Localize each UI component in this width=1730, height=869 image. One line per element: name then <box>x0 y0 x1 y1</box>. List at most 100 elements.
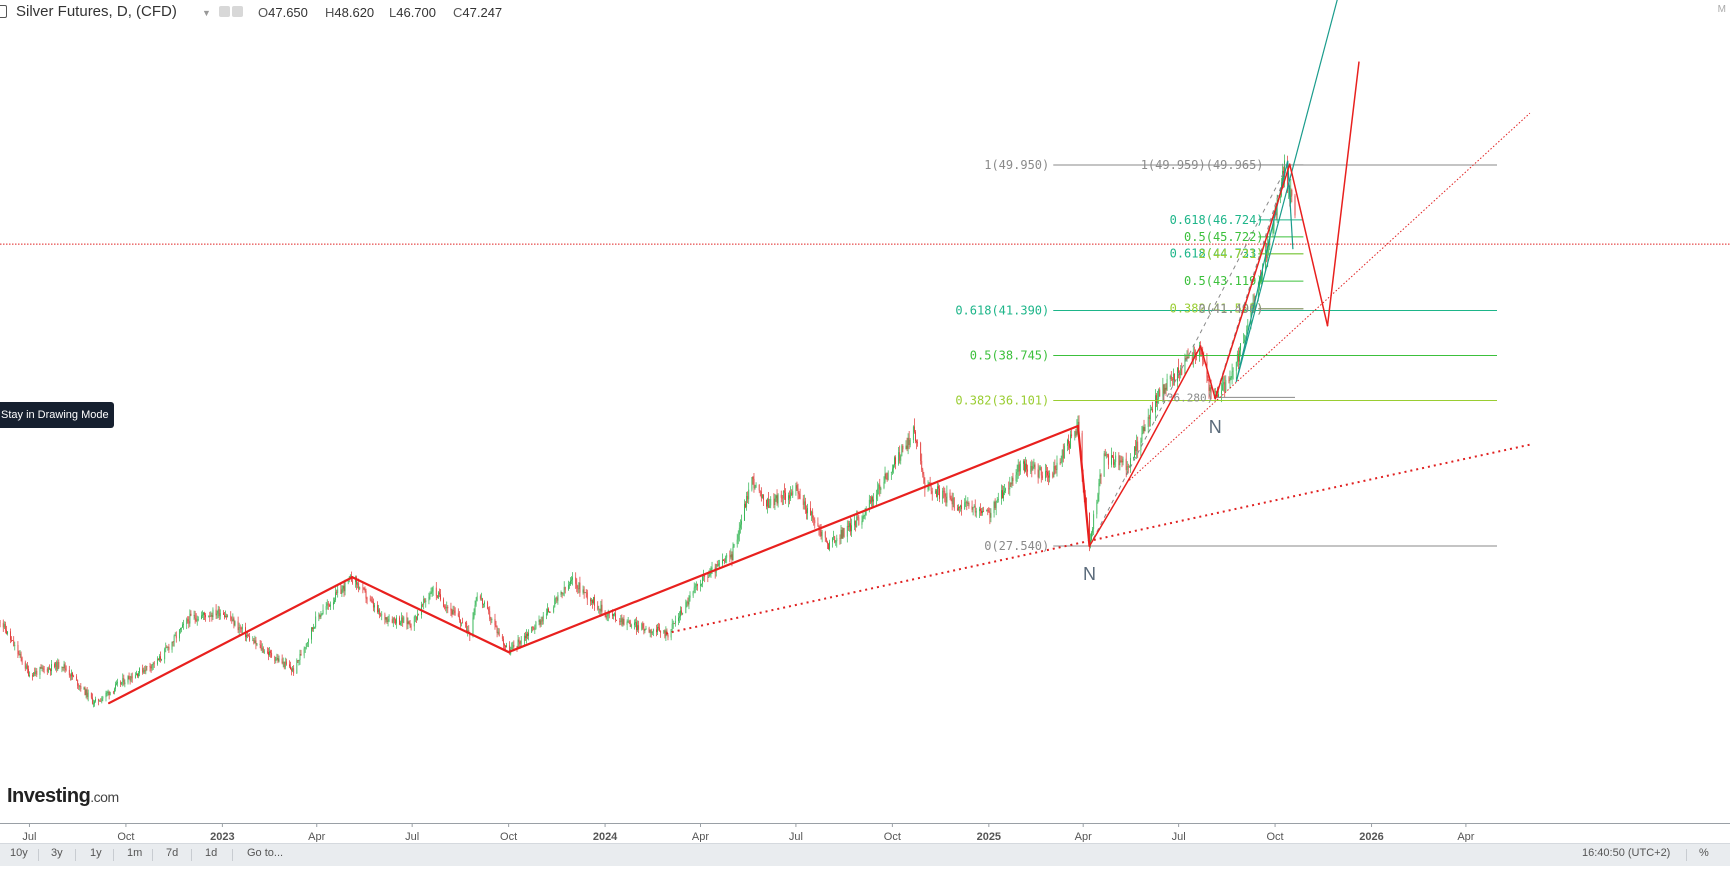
candle-body <box>1244 339 1246 342</box>
candle-body <box>1005 488 1007 491</box>
price-chart[interactable]: 1(49.950) 0.618(41.390) 0.5(38.745) 0.382(3… <box>0 0 1730 842</box>
candle-body <box>1061 449 1063 462</box>
candle-body <box>761 495 763 499</box>
chart-title[interactable]: Silver Futures, D, (CFD) <box>16 3 177 20</box>
candle-body <box>513 644 515 647</box>
candle-body <box>385 617 387 620</box>
candle-body <box>450 608 452 611</box>
candle-body <box>520 640 522 644</box>
candle-body <box>473 612 475 618</box>
candle-body <box>489 611 491 620</box>
candle-body <box>535 621 537 629</box>
zigzag-segment <box>1289 163 1329 327</box>
candle-body <box>318 615 320 617</box>
candle-body <box>1164 387 1166 394</box>
range-1m-button[interactable]: 1m <box>127 847 143 859</box>
candle-body <box>369 598 371 600</box>
candle-body <box>847 525 849 528</box>
candle-body <box>578 582 580 590</box>
candle-body <box>281 658 283 664</box>
range-7d-button[interactable]: 7d <box>166 847 179 859</box>
candle-body <box>570 580 571 585</box>
range-3y-button[interactable]: 3y <box>51 847 63 859</box>
candle-body <box>1008 488 1010 490</box>
candle-body <box>217 609 219 614</box>
candle-body <box>586 592 588 600</box>
candle-body <box>444 606 446 608</box>
settings-icon[interactable] <box>232 6 243 17</box>
candle-body <box>1027 469 1029 472</box>
candle-body <box>680 610 681 617</box>
x-tick-label: Apr <box>308 831 325 842</box>
candle-body <box>774 498 776 505</box>
candle-body <box>1179 372 1181 376</box>
candle-body <box>130 676 132 681</box>
candle-body <box>467 630 469 632</box>
fib-inner-label: 0.5(43.119) <box>1184 274 1263 288</box>
candle-body <box>276 657 278 660</box>
candle-body <box>583 589 585 594</box>
candle-body <box>100 701 102 702</box>
candle-body <box>813 518 815 521</box>
candle-body <box>1170 375 1172 380</box>
candle-body <box>776 495 778 504</box>
candle-body <box>825 537 827 542</box>
candle-body <box>876 494 878 500</box>
candle-body <box>1047 471 1048 476</box>
candle-body <box>755 484 757 488</box>
chevron-down-icon[interactable]: ▼ <box>202 8 211 18</box>
candle-body <box>12 640 14 641</box>
candle-body <box>506 645 507 648</box>
drawings-layer: NN <box>108 0 1531 705</box>
candle-body <box>1218 394 1219 398</box>
candle-body <box>152 662 154 666</box>
candle-body <box>715 564 717 573</box>
candle-body <box>320 614 322 618</box>
candle-body <box>736 539 738 544</box>
candle-body <box>1199 345 1200 357</box>
goto-date-button[interactable]: Go to... <box>247 847 284 859</box>
candle-body <box>290 666 291 670</box>
candle-body <box>234 621 236 626</box>
clock-display[interactable]: 16:40:50 (UTC+2) <box>1582 847 1671 859</box>
candle-body <box>722 559 723 564</box>
candle-body <box>101 698 103 702</box>
candle-body <box>161 659 162 661</box>
candle-body <box>165 647 167 650</box>
candle-body <box>65 668 67 670</box>
candle-body <box>908 437 910 446</box>
candle-body <box>76 676 78 680</box>
candle-body <box>826 541 828 544</box>
candle-body <box>84 687 86 695</box>
candle-body <box>201 615 202 619</box>
percent-scale-button[interactable]: % <box>1699 847 1709 859</box>
candle-body <box>608 612 610 614</box>
candle-body <box>1114 462 1116 465</box>
candle-body <box>1169 375 1171 380</box>
candle-body <box>112 691 114 693</box>
fib-inner-label: 0.382(41.505) <box>1170 302 1264 316</box>
candle-body <box>993 501 995 514</box>
candle-body <box>650 629 652 634</box>
candle-body <box>833 536 835 538</box>
candle-body <box>554 598 556 608</box>
range-1d-button[interactable]: 1d <box>205 847 218 859</box>
range-1y-button[interactable]: 1y <box>90 847 102 859</box>
zigzag-segment <box>1199 345 1217 400</box>
symbol-menu-icon[interactable] <box>0 5 7 18</box>
candle-body <box>798 493 800 495</box>
candle-body <box>190 613 192 616</box>
candle-body <box>1224 382 1226 392</box>
visibility-toggle-icon[interactable] <box>219 6 230 17</box>
candle-body <box>476 596 478 601</box>
candle-body <box>437 592 439 598</box>
candle-body <box>451 610 453 615</box>
candle-body <box>549 611 550 613</box>
candle-body <box>542 615 544 622</box>
candle-body <box>622 619 624 625</box>
range-10y-button[interactable]: 10y <box>10 847 28 859</box>
candle-body <box>848 523 850 528</box>
candle-body <box>99 701 101 702</box>
candle-body <box>863 515 865 517</box>
candle-body <box>1119 460 1121 466</box>
